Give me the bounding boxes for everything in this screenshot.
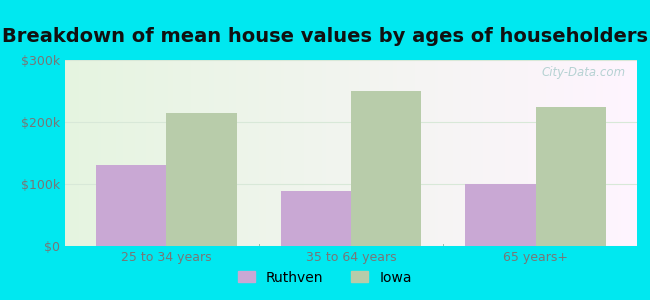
Bar bbox=[351, 91, 421, 246]
Text: Breakdown of mean house values by ages of householders: Breakdown of mean house values by ages o… bbox=[2, 27, 648, 46]
Bar bbox=[281, 191, 351, 246]
Bar bbox=[166, 113, 237, 246]
Legend: Ruthven, Iowa: Ruthven, Iowa bbox=[233, 265, 417, 290]
Bar bbox=[465, 184, 536, 246]
Bar bbox=[536, 106, 606, 246]
Text: City-Data.com: City-Data.com bbox=[541, 66, 625, 79]
Bar bbox=[96, 165, 166, 246]
